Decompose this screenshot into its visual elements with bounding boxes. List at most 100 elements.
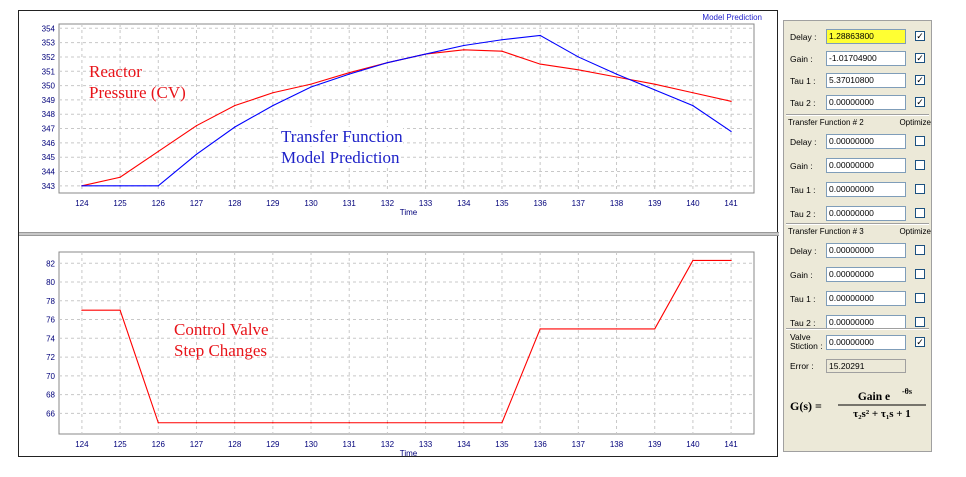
data-point [730,259,732,262]
x-tick-label: 133 [419,440,433,449]
separator [786,114,929,116]
optimize-checkbox[interactable] [915,317,925,327]
param-label: Delay : [790,246,817,256]
data-point [692,259,694,262]
param-input[interactable]: 0.00000000 [826,134,906,149]
chart-splitter[interactable] [19,232,779,236]
data-point [539,63,541,65]
x-tick-label: 130 [304,440,318,449]
data-point [654,83,656,85]
optimize-checkbox[interactable]: ✓ [915,31,925,41]
param-input[interactable]: 0.00000000 [826,267,906,282]
x-tick-label: 125 [113,199,127,208]
data-point [195,153,198,155]
tf3-row: Tau 1 : 0.00000000 [790,291,930,309]
data-point [348,73,350,75]
tf3-row: Delay : 0.00000000 [790,243,930,261]
x-tick-label: 139 [648,199,662,208]
parameter-panel: Delay :1.28863800 ✓ Gain : -1.01704900 ✓ Tau … [783,20,932,452]
optimize-checkbox[interactable] [915,208,925,218]
x-tick-label: 138 [610,440,624,449]
param-input[interactable]: 0.00000000 [826,158,906,173]
x-tick-label: 128 [228,440,242,449]
x-tick-label: 141 [724,440,738,449]
data-point [615,73,618,75]
y-tick-label: 343 [42,182,56,191]
tf1-row: Tau 2 : 0.00000000 ✓ [790,95,930,113]
x-tick-label: 141 [724,199,738,208]
optimize-checkbox[interactable] [915,136,925,146]
data-point [119,309,121,311]
data-point [577,69,579,71]
param-input[interactable]: 0.00000000 [826,95,906,110]
y-tick-label: 354 [42,24,56,33]
stiction-checkbox[interactable]: ✓ [915,337,925,347]
optimize-checkbox[interactable] [915,245,925,255]
optimize-checkbox[interactable]: ✓ [915,75,925,85]
x-tick-label: 139 [648,440,662,449]
param-input[interactable]: 0.00000000 [826,182,906,197]
y-tick-label: 350 [42,82,56,91]
data-point [310,422,312,424]
param-label: Tau 1 : [790,76,816,86]
x-tick-label: 136 [533,199,547,208]
x-tick-label: 137 [572,440,586,449]
control-valve-chart: 124 125 126 127 128 129 130 131 132 133 134 135 136 1… [46,251,755,457]
optimize-checkbox[interactable]: ✓ [915,97,925,107]
x-tick-label: 127 [190,199,204,208]
x-tick-label: 127 [190,440,204,449]
x-tick-label: 140 [686,199,700,208]
optimize-checkbox[interactable] [915,269,925,279]
data-point [463,44,465,47]
data-point [692,92,694,94]
tf2-row: Gain : 0.00000000 [790,158,930,176]
data-point [386,422,389,424]
separator [786,223,929,225]
x-tick-label: 138 [610,199,624,208]
optimize-checkbox[interactable] [915,160,925,170]
stiction-row: Valve Stiction :0.00000000 ✓ [790,333,930,355]
x-tick-label: 131 [343,440,357,449]
optimize-checkbox[interactable]: ✓ [915,53,925,63]
series-line-0 [81,259,732,424]
optimize-checkbox[interactable] [915,184,925,194]
param-label: Tau 1 : [790,185,816,195]
data-point [195,125,198,127]
x-tick-label: 131 [343,199,357,208]
x-tick-label: 124 [75,199,89,208]
x-tick-label: 137 [572,199,586,208]
optimize-checkbox[interactable] [915,293,925,303]
param-label: Gain : [790,270,813,280]
formula-lhs: G(s) = [790,399,822,413]
data-point [501,50,503,52]
y-tick-label: 345 [42,153,56,162]
param-input[interactable]: -1.01704900 [826,51,906,66]
param-input[interactable]: 1.28863800 [826,29,906,44]
y-tick-label: 68 [46,391,55,400]
tf1-row: Tau 1 : 5.37010800 ✓ [790,73,930,91]
y-tick-label: 347 [42,125,56,134]
data-point [501,422,503,424]
x-tick-label: 132 [381,199,395,208]
x-axis-label: Time [400,208,418,217]
x-tick-label: 134 [457,440,471,449]
y-tick-label: 70 [46,372,55,381]
tf2-row: Delay : 0.00000000 [790,134,930,152]
data-point [234,422,236,424]
tf2-header: Transfer Function # 2 Optimize [788,118,931,127]
y-tick-label: 348 [42,110,56,119]
data-point [692,105,694,107]
formula-exponent: -θs [902,387,912,396]
param-input[interactable]: 0.00000000 [826,206,906,221]
param-label: Tau 2 : [790,98,816,108]
param-input[interactable]: 5.37010800 [826,73,906,88]
y-tick-label: 78 [46,297,55,306]
x-tick-label: 126 [152,199,166,208]
reactor-pressure-annotation: Reactor Pressure (CV) [89,62,186,102]
stiction-input[interactable]: 0.00000000 [826,335,906,350]
param-input[interactable]: 0.00000000 [826,243,906,258]
data-point [539,34,541,37]
data-point [81,185,83,187]
param-input[interactable]: 0.00000000 [826,291,906,306]
x-tick-label: 132 [381,440,395,449]
